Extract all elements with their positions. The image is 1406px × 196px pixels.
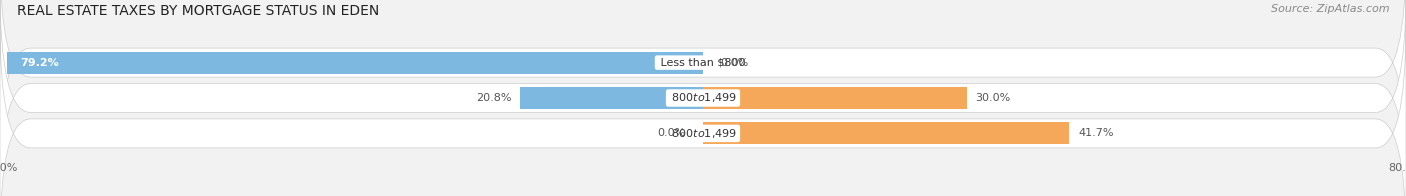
Text: 41.7%: 41.7% — [1078, 128, 1114, 138]
Text: $800 to $1,499: $800 to $1,499 — [668, 92, 738, 104]
Text: 30.0%: 30.0% — [976, 93, 1011, 103]
Text: 20.8%: 20.8% — [477, 93, 512, 103]
Text: Less than $800: Less than $800 — [657, 58, 749, 68]
Bar — [703, 122, 1070, 144]
FancyBboxPatch shape — [0, 24, 1406, 196]
Text: 0.0%: 0.0% — [721, 58, 749, 68]
Text: 79.2%: 79.2% — [20, 58, 59, 68]
Bar — [520, 87, 703, 109]
FancyBboxPatch shape — [0, 0, 1406, 172]
Text: REAL ESTATE TAXES BY MORTGAGE STATUS IN EDEN: REAL ESTATE TAXES BY MORTGAGE STATUS IN … — [17, 4, 380, 18]
Text: Source: ZipAtlas.com: Source: ZipAtlas.com — [1271, 4, 1389, 14]
Text: $800 to $1,499: $800 to $1,499 — [668, 127, 738, 140]
Bar — [7, 52, 703, 74]
Text: 0.0%: 0.0% — [657, 128, 686, 138]
Bar — [703, 87, 967, 109]
